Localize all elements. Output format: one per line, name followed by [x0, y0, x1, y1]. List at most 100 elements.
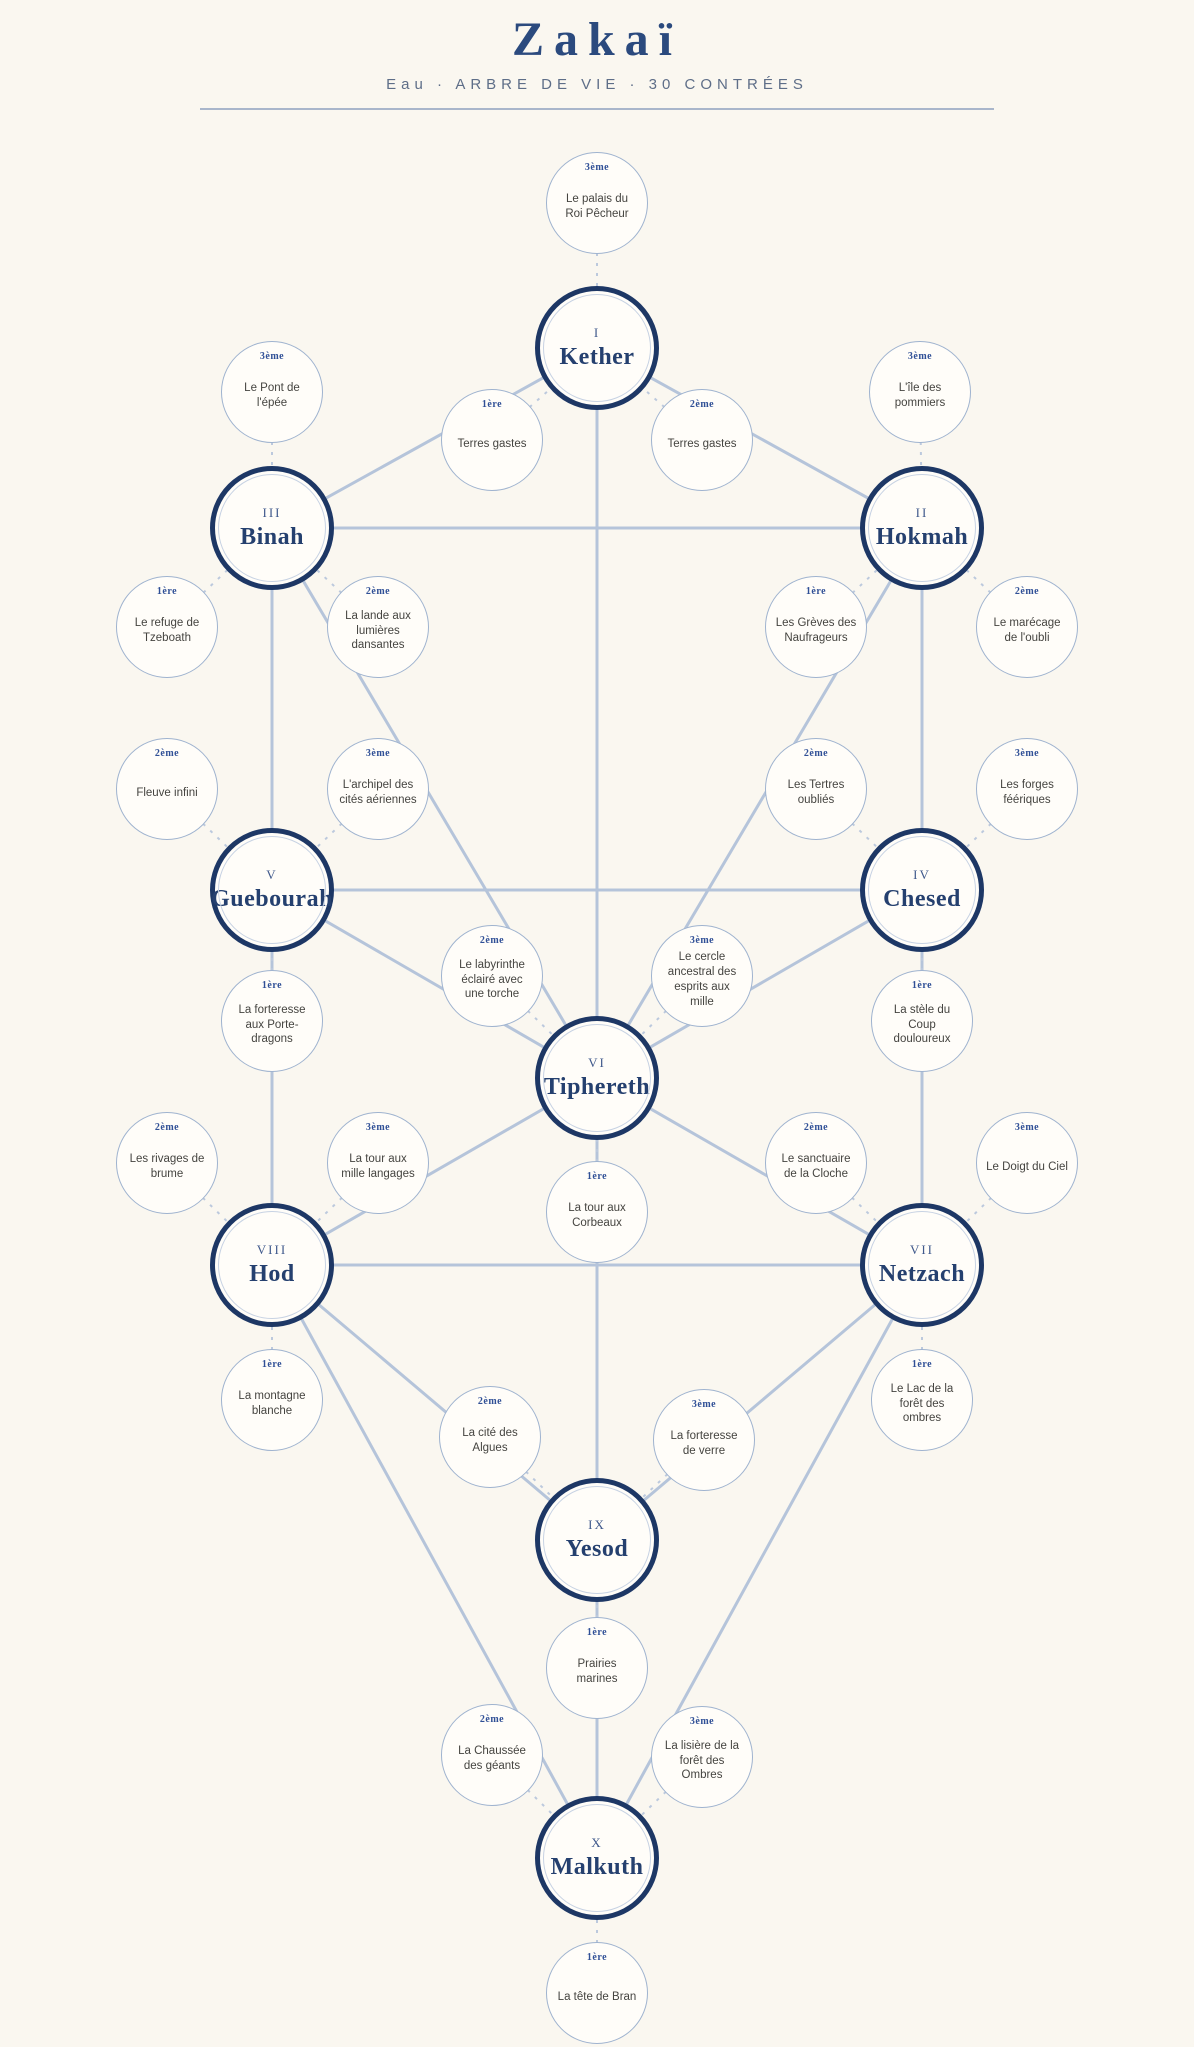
contree-name: Le sanctuaire de la Cloche — [781, 1153, 851, 1180]
contree-name: Le Pont de l'épée — [244, 382, 300, 409]
contree-node: 3ème La tour aux mille langages — [327, 1112, 429, 1214]
contree-ordinal: 2ème — [479, 935, 505, 946]
sephirah-name: Binah — [240, 524, 304, 550]
contree-name: Le Doigt du Ciel — [986, 1160, 1068, 1173]
contree-node: 2ème Le labyrinthe éclairé avec une torch… — [441, 925, 543, 1027]
contree-node: 3ème La lisière de la forêt des Ombres — [651, 1706, 753, 1808]
contree-name: Le labyrinthe éclairé avec une torche — [459, 958, 525, 1001]
page-subtitle: Eau · ARBRE DE VIE · 30 CONTRÉES — [386, 76, 808, 93]
contree-ordinal: 1ère — [156, 586, 178, 597]
contree-ordinal: 3ème — [259, 351, 285, 362]
contree-ordinal: 3ème — [689, 935, 715, 946]
sephirah-numeral: II — [915, 505, 929, 520]
contree-ordinal: 1ère — [586, 1171, 608, 1182]
contree-node: 1ère Prairies marines — [546, 1617, 648, 1719]
contree-node: 3ème La forteresse de verre — [653, 1389, 755, 1491]
contree-name: La lande aux lumières dansantes — [345, 609, 411, 652]
contree-ordinal: 3ème — [1014, 748, 1040, 759]
contree-ordinal: 2ème — [803, 1122, 829, 1133]
contree-ordinal: 3ème — [907, 351, 933, 362]
sephirah-name: Tiphereth — [543, 1074, 651, 1100]
contree-node: 3ème Le Doigt du Ciel — [976, 1112, 1078, 1214]
contree-node: 2ème Terres gastes — [651, 389, 753, 491]
contree-ordinal: 2ème — [154, 748, 180, 759]
sephirah-numeral: I — [593, 325, 601, 340]
contree-name: Le marécage de l'oubli — [993, 617, 1061, 644]
sephirah-kether: I Kether — [535, 286, 659, 410]
contree-node: 3ème Le Pont de l'épée — [221, 341, 323, 443]
sephirah-name: Chesed — [883, 886, 961, 912]
contree-name: L'archipel des cités aériennes — [339, 779, 417, 806]
contree-name: Les Tertres oubliés — [787, 779, 845, 806]
sephirah-numeral: VII — [909, 1242, 935, 1257]
path-line — [270, 527, 599, 1079]
sephirah-name: Guebourah — [211, 886, 333, 912]
sephirah-name: Hokmah — [875, 524, 969, 550]
path-line — [271, 1263, 598, 1542]
contree-ordinal: 2ème — [477, 1396, 503, 1407]
contree-name: La tour aux Corbeaux — [568, 1202, 626, 1229]
contree-node: 3ème Les forges féériques — [976, 738, 1078, 840]
sephirah-numeral: X — [591, 1835, 603, 1850]
contree-name: La Chaussée des géants — [458, 1745, 526, 1772]
sephirah-numeral: III — [262, 505, 282, 520]
contree-ordinal: 2ème — [689, 399, 715, 410]
sephirah-guebourah: V Guebourah — [210, 828, 334, 952]
contree-ordinal: 1ère — [261, 980, 283, 991]
contree-name: L'île des pommiers — [894, 382, 946, 409]
contree-ordinal: 3ème — [689, 1716, 715, 1727]
contree-node: 3ème L'archipel des cités aériennes — [327, 738, 429, 840]
contree-ordinal: 1ère — [261, 1359, 283, 1370]
sephirah-malkuth: X Malkuth — [535, 1796, 659, 1920]
contree-name: La montagne blanche — [238, 1390, 306, 1417]
sephirah-name: Hod — [249, 1261, 295, 1287]
contree-node: 2ème La Chaussée des géants — [441, 1704, 543, 1806]
contree-name: La stèle du Coup douloureux — [893, 1003, 951, 1046]
contree-name: Le palais du Roi Pêcheur — [565, 193, 629, 220]
contree-name: Terres gastes — [457, 437, 527, 450]
contree-name: La forteresse de verre — [670, 1430, 738, 1457]
contree-name: La tour aux mille langages — [341, 1153, 415, 1180]
contree-name: Le cercle ancestral des esprits aux mill… — [667, 951, 737, 1008]
contree-node: 3ème Le cercle ancestral des esprits aux … — [651, 925, 753, 1027]
sephirah-numeral: IV — [913, 867, 931, 882]
contree-node: 1ère Le refuge de Tzeboath — [116, 576, 218, 678]
contree-ordinal: 2ème — [479, 1714, 505, 1725]
contree-ordinal: 2ème — [365, 586, 391, 597]
contree-node: 1ère Les Grèves des Naufrageurs — [765, 576, 867, 678]
sephirah-name: Yesod — [565, 1536, 629, 1562]
contree-name: Les Grèves des Naufrageurs — [775, 617, 857, 644]
header: Zakaï Eau · ARBRE DE VIE · 30 CONTRÉES — [0, 0, 1194, 110]
contree-node: 3ème Le palais du Roi Pêcheur — [546, 152, 648, 254]
sephirah-yesod: IX Yesod — [535, 1478, 659, 1602]
sephirah-tiphereth: VI Tiphereth — [535, 1016, 659, 1140]
contree-ordinal: 2ème — [1014, 586, 1040, 597]
contree-ordinal: 3ème — [584, 162, 610, 173]
contree-name: La cité des Algues — [462, 1427, 518, 1454]
sephirah-binah: III Binah — [210, 466, 334, 590]
contree-ordinal: 3ème — [365, 1122, 391, 1133]
contree-node: 2ème Le marécage de l'oubli — [976, 576, 1078, 678]
contree-node: 1ère La tour aux Corbeaux — [546, 1161, 648, 1263]
sephirah-name: Netzach — [878, 1261, 966, 1287]
contree-node: 1ère Le Lac de la forêt des ombres — [871, 1349, 973, 1451]
contree-ordinal: 1ère — [481, 399, 503, 410]
contree-ordinal: 1ère — [911, 1359, 933, 1370]
contree-node: 1ère La forteresse aux Porte-dragons — [221, 970, 323, 1072]
contree-ordinal: 3ème — [1014, 1122, 1040, 1133]
contree-node: 2ème La cité des Algues — [439, 1386, 541, 1488]
contree-node: 1ère La stèle du Coup douloureux — [871, 970, 973, 1072]
sephirah-name: Malkuth — [550, 1854, 644, 1880]
sephirah-hod: VIII Hod — [210, 1203, 334, 1327]
contree-ordinal: 2ème — [154, 1122, 180, 1133]
sephirah-netzach: VII Netzach — [860, 1203, 984, 1327]
sephirah-chesed: IV Chesed — [860, 828, 984, 952]
contree-name: Le refuge de Tzeboath — [134, 617, 200, 644]
sephirah-numeral: VIII — [256, 1242, 288, 1257]
contree-name: La forteresse aux Porte-dragons — [238, 1003, 306, 1046]
contree-ordinal: 3ème — [691, 1399, 717, 1410]
sephirah-numeral: V — [266, 867, 278, 882]
contree-ordinal: 1ère — [805, 586, 827, 597]
sephirah-numeral: VI — [588, 1055, 606, 1070]
